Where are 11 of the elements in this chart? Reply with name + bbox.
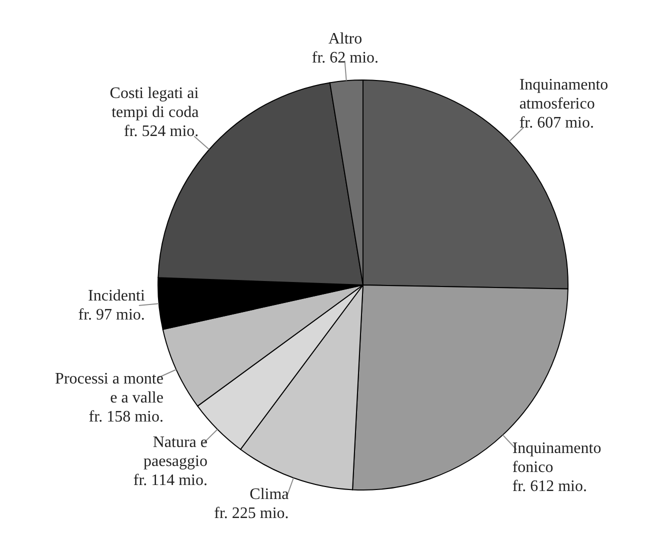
data-label: fr. 612 mio. xyxy=(512,478,588,496)
data-label: fr. 607 mio. xyxy=(519,114,594,132)
slice-label: Incidenti xyxy=(88,287,146,304)
data-label: fr. 158 mio. xyxy=(88,408,164,426)
slice-label: Clima xyxy=(250,486,289,504)
data-label: fr. 114 mio. xyxy=(133,472,208,490)
data-label: fr. 97 mio. xyxy=(78,306,145,324)
data-label: fr. 524 mio. xyxy=(124,123,199,140)
data-label: fr. 62 mio. xyxy=(312,50,379,67)
data-label: fr. 225 mio. xyxy=(214,505,289,522)
slice-label: Altro xyxy=(328,30,362,48)
